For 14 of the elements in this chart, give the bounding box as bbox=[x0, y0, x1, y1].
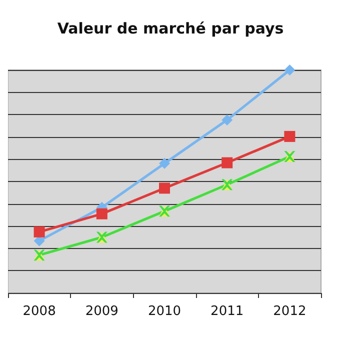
point bbox=[284, 130, 296, 142]
point bbox=[159, 158, 170, 169]
x-tick-label: 2008 bbox=[22, 304, 56, 319]
point bbox=[34, 226, 45, 238]
point bbox=[222, 114, 233, 126]
point bbox=[284, 64, 296, 76]
point bbox=[222, 157, 233, 168]
x-tick-label: 2009 bbox=[85, 304, 118, 319]
x-tick-label: 2012 bbox=[273, 304, 306, 319]
point bbox=[96, 208, 108, 220]
chart-title: Valeur de marché par pays bbox=[57, 20, 284, 38]
x-tick-label: 2010 bbox=[148, 304, 182, 319]
x-tick-label: 2011 bbox=[210, 304, 244, 319]
point bbox=[159, 182, 170, 194]
